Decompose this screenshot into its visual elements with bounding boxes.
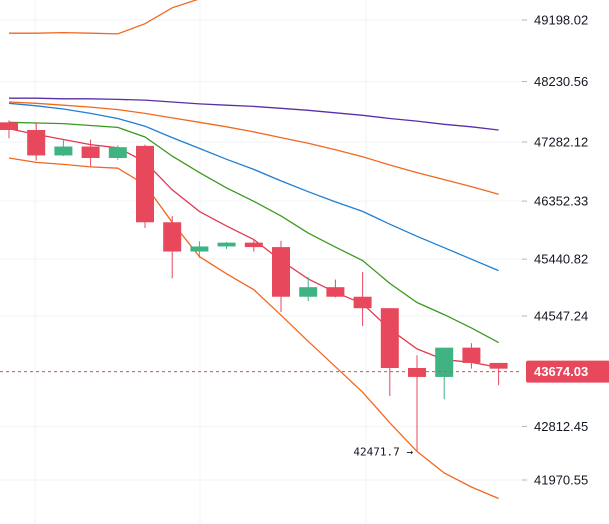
- candle: [380, 308, 399, 397]
- current-price-tag: 43674.03: [526, 360, 609, 383]
- candle: [27, 122, 46, 161]
- candle-body: [326, 287, 345, 297]
- candle: [190, 241, 209, 258]
- y-tick-label: 49198.02: [534, 13, 588, 28]
- annotations: 42471.7 →: [353, 445, 413, 458]
- indicator-line-2: [8, 101, 499, 195]
- y-tick-label: 48230.56: [534, 74, 588, 89]
- candle: [244, 240, 263, 252]
- candle: [408, 355, 426, 452]
- candle-body: [108, 147, 127, 158]
- y-tick-label: 45440.82: [534, 252, 588, 267]
- indicator-line-6: [8, 157, 499, 500]
- candle-body: [244, 242, 263, 248]
- candle: [435, 347, 454, 400]
- candle-body: [0, 122, 18, 130]
- indicator-line-4: [8, 121, 499, 344]
- candle-body: [136, 145, 154, 223]
- candle-body: [27, 129, 46, 156]
- indicator-lines: [8, 0, 499, 500]
- indicator-line-0: [9, 0, 199, 35]
- indicator-line-3: [8, 102, 499, 272]
- candles: [0, 120, 508, 452]
- indicator-line-1: [9, 97, 499, 131]
- candle: [81, 139, 100, 167]
- candle-body: [408, 368, 426, 377]
- candle-body: [489, 362, 508, 369]
- y-tick-label: 47282.12: [534, 134, 588, 149]
- candle-body: [81, 146, 100, 158]
- candle-body: [54, 146, 73, 156]
- candle: [489, 362, 508, 386]
- y-tick-label: 44547.24: [534, 309, 588, 324]
- candle-body: [380, 308, 399, 369]
- candle: [163, 215, 182, 279]
- candle-body: [272, 247, 290, 297]
- candle: [462, 343, 481, 369]
- candle: [272, 240, 290, 313]
- price-axis[interactable]: 49198.02 48230.56 47282.12 46352.33 45440.82…: [522, 13, 588, 488]
- candle-body: [462, 347, 481, 363]
- candle-body: [163, 222, 182, 252]
- candle: [54, 140, 73, 157]
- candle: [353, 271, 372, 327]
- y-tick-label: 41970.55: [534, 473, 588, 488]
- candle-body: [217, 242, 236, 247]
- candle: [326, 279, 345, 298]
- candle-body: [353, 296, 372, 309]
- candle-body: [299, 287, 318, 297]
- candle: [136, 144, 154, 228]
- candle: [217, 241, 236, 249]
- low-price-annotation: 42471.7 →: [353, 445, 413, 458]
- y-tick-label: 46352.33: [534, 194, 588, 209]
- candle: [0, 120, 18, 139]
- current-price-value: 43674.03: [534, 364, 588, 379]
- current-price-tag-bg: [526, 360, 609, 383]
- candle: [108, 145, 127, 160]
- grid: [0, 0, 522, 524]
- candle-body: [435, 347, 454, 377]
- candle-body: [190, 246, 209, 252]
- y-tick-label: 42812.45: [534, 419, 588, 434]
- candle: [299, 277, 318, 302]
